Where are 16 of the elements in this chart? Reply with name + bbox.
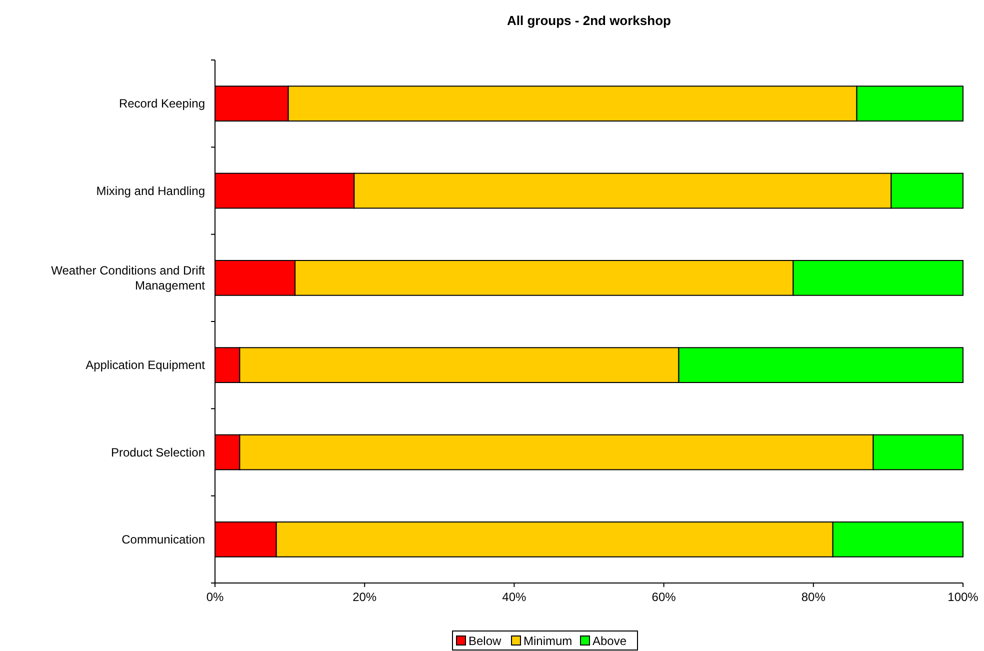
- legend-label: Above: [592, 634, 627, 648]
- legend-label: Below: [468, 634, 502, 648]
- y-tick-label: Product Selection: [110, 445, 205, 460]
- x-tick-label: 0%: [206, 590, 224, 604]
- x-tick-label: 20%: [352, 590, 377, 604]
- y-tick-label: Communication: [122, 532, 205, 546]
- y-tick-label: Record Keeping: [118, 96, 205, 111]
- y-tick-label: Application Equipment: [86, 358, 206, 372]
- y-tick-label: Weather Conditions and Drift Management: [51, 263, 206, 292]
- chart-title: All groups - 2nd workshop: [507, 13, 672, 28]
- x-tick-label: 80%: [801, 590, 826, 604]
- y-tick-label: Mixing and Handling: [96, 184, 205, 198]
- x-tick-label: 40%: [502, 590, 527, 604]
- legend-label: Minimum: [524, 634, 572, 648]
- x-tick-label: 100%: [948, 590, 979, 604]
- x-tick-label: 60%: [652, 590, 676, 604]
